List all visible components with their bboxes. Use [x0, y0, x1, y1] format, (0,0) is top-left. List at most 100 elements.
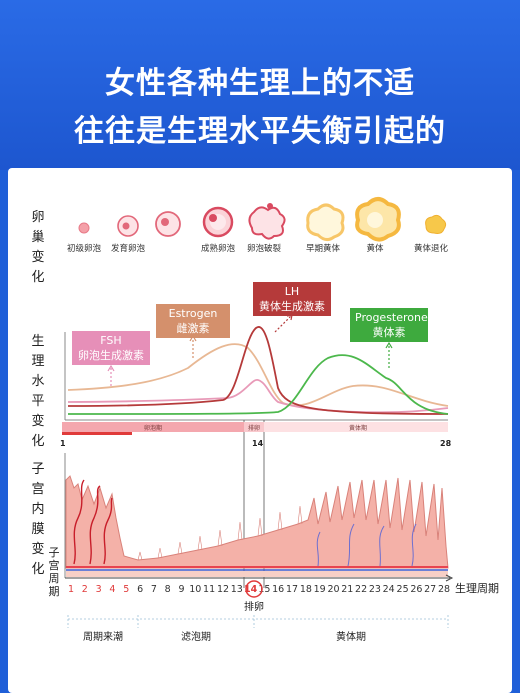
progesterone-label-box: Progesterone 黄体素 — [350, 308, 428, 342]
diagram-svg: 卵泡期 排卵 黄体期 1 14 28 1 2 3 4 5 6 7 8 9 10 11 12 13 14 15… — [60, 197, 499, 643]
hormone-label-char: 水 — [31, 374, 45, 389]
follicular-phase-bar — [62, 422, 244, 432]
mature-follicle-icon — [202, 206, 234, 238]
luteal-phase-label: 黄体期 — [349, 424, 367, 432]
cycle-day-label: 17 — [286, 584, 298, 595]
cycle-label-char: 子 — [48, 546, 60, 559]
ovary-stage-label: 卵泡破裂 — [246, 244, 282, 254]
cycle-day-label: 23 — [369, 584, 381, 595]
hormone-label-char: 平 — [31, 394, 45, 409]
endometrium-label-char: 内 — [31, 502, 45, 517]
estrogen-label-box: Estrogen 雌激素 — [156, 304, 230, 338]
headline-line-1: 女性各种生理上的不适 — [105, 66, 415, 101]
lh-name: LH — [284, 285, 300, 298]
follicle-rupture-icon — [248, 203, 286, 240]
endometrium-label-char: 变 — [31, 542, 45, 557]
ovary-section-label: 卵 巢 变 化 — [30, 208, 46, 288]
follicular-phase-label: 卵泡期 — [144, 424, 162, 432]
hormone-label-char: 变 — [31, 414, 45, 429]
primary-follicle-icon — [78, 222, 90, 234]
endometrium-section-label: 子 宫 内 膜 变 化 — [30, 460, 46, 580]
spiral-artery-red — [73, 479, 113, 565]
cycle-day-label: 4 — [109, 584, 115, 595]
phase-end-label: 28 — [440, 439, 452, 448]
endometrium-label-char: 宫 — [31, 482, 45, 497]
cycle-axis-arrow — [445, 574, 454, 582]
developing-follicle-2-icon — [155, 211, 181, 237]
lh-label: 黄体生成激素 — [259, 300, 325, 313]
lh-curve — [67, 326, 449, 415]
header-banner: 女性各种生理上的不适 往往是生理水平失衡引起的 — [0, 0, 520, 170]
progesterone-name: Progesterone — [355, 311, 428, 324]
cycle-day-label: 26 — [410, 584, 422, 595]
cycle-label-char: 宫 — [48, 559, 60, 572]
ovary-stage-label: 初级卵泡 — [66, 244, 102, 254]
uterus-wall — [66, 571, 448, 577]
endometrium-tissue — [65, 475, 449, 569]
endometrium-label-char: 子 — [31, 462, 45, 477]
cycle-day-label: 16 — [272, 584, 284, 595]
early-corpus-luteum-icon — [306, 203, 345, 242]
cycle-day-label: 19 — [314, 584, 326, 595]
corpus-luteum-icon — [355, 197, 401, 242]
diagram-card: 卵 巢 变 化 生 理 水 平 变 化 子 宫 内 膜 变 化 子 宫 周 期 … — [8, 168, 512, 693]
ovary-label-char: 变 — [31, 250, 45, 265]
estrogen-arrow-head — [189, 334, 197, 342]
estrogen-curve — [67, 343, 449, 407]
endometrium-illustration — [64, 453, 449, 578]
endometrium-fine-folds — [137, 505, 303, 561]
ovary-stage-label: 黄体 — [366, 244, 384, 254]
cycle-label-char: 周 — [48, 572, 60, 585]
ovulation-phase-label: 排卵 — [248, 424, 260, 432]
fsh-label-box: FSH 卵泡生成激素 — [72, 331, 150, 365]
cycle-day-label: 11 — [203, 584, 215, 595]
progesterone-arrow-head — [385, 341, 393, 349]
ovary-stage-icons — [78, 197, 447, 242]
cycle-axis: 1 2 3 4 5 6 7 8 9 10 11 12 13 14 15 16 17 18 19 20 21 22 23 24 2… — [65, 574, 499, 643]
luteal-phase-name: 黄体期 — [336, 630, 366, 643]
cycle-day-label: 8 — [165, 584, 171, 595]
spiral-artery-blue — [316, 523, 417, 567]
ovary-stage-label: 成熟卵泡 — [200, 244, 236, 254]
estrogen-label: 雌激素 — [176, 322, 210, 335]
ovary-label-char: 化 — [31, 270, 45, 285]
cycle-day-label: 7 — [151, 584, 157, 595]
ovary-stage-label: 发育卵泡 — [110, 244, 146, 254]
lh-arrow — [274, 315, 292, 333]
cycle-day-label: 15 — [258, 584, 270, 595]
lh-label-box: LH 黄体生成激素 — [253, 282, 331, 316]
ovulation-phase-bar — [244, 422, 264, 432]
cycle-day-label: 1 — [68, 584, 74, 595]
menses-phase-name: 周期来潮 — [83, 630, 123, 643]
endometrium-label-char: 化 — [31, 562, 45, 577]
fsh-name: FSH — [100, 334, 122, 347]
cycle-day-label: 21 — [341, 584, 353, 595]
cycle-day-label: 27 — [424, 584, 436, 595]
cycle-day-label: 10 — [189, 584, 201, 595]
fsh-label: 卵泡生成激素 — [78, 349, 144, 362]
progesterone-curve — [67, 354, 449, 415]
cycle-day-label: 22 — [355, 584, 367, 595]
hormone-label-char: 化 — [31, 434, 45, 449]
endometrium-label-char: 膜 — [31, 522, 45, 537]
cycle-day-label: 24 — [383, 584, 395, 595]
fsh-arrow-head — [107, 364, 115, 372]
cycle-day-label: 3 — [96, 584, 102, 595]
cycle-day-label: 2 — [82, 584, 88, 595]
cycle-day-label: 9 — [178, 584, 184, 595]
developing-follicle-icon — [117, 215, 139, 237]
cycle-side-label: 子 宫 周 期 — [46, 546, 62, 598]
luteal-phase-bar — [264, 422, 448, 432]
hormone-section-label: 生 理 水 平 变 化 — [30, 332, 46, 452]
phase-start-label: 1 — [60, 439, 66, 448]
ovary-stage-label: 早期黄体 — [305, 244, 341, 254]
cycle-axis-label: 生理周期 — [455, 581, 499, 595]
hormone-label-char: 理 — [31, 354, 45, 369]
headline-line-2: 往往是生理水平失衡引起的 — [74, 114, 446, 149]
cycle-day-label: 12 — [217, 584, 229, 595]
phase-mid-label: 14 — [252, 439, 264, 448]
hormone-chart: 卵泡期 排卵 黄体期 1 14 28 — [60, 314, 452, 588]
cycle-day-label: 20 — [327, 584, 339, 595]
follicular-phase-name: 滤泡期 — [181, 630, 211, 643]
cycle-day-label: 13 — [231, 584, 243, 595]
